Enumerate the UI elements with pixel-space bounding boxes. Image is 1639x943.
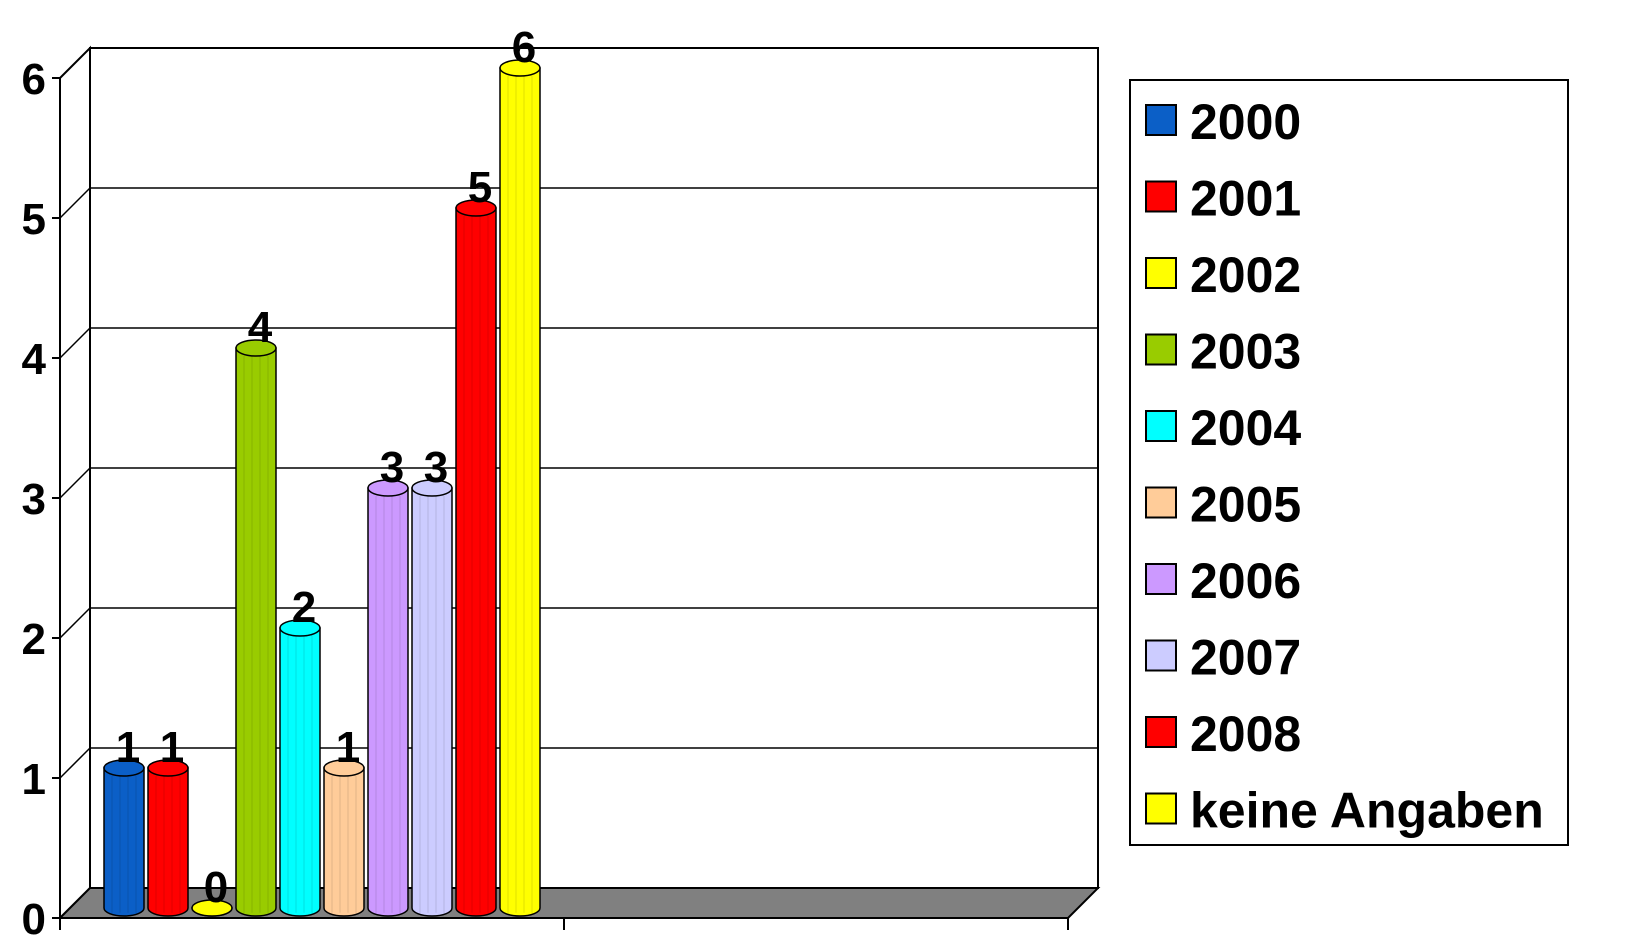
legend-label: 2002 [1190,247,1301,303]
axes [52,77,1069,930]
legend-label: 2001 [1190,171,1301,227]
bar-2004 [279,619,321,917]
bar-2006 [367,479,409,917]
legend-label: 2000 [1190,94,1301,150]
legend-box [1129,79,1569,846]
bar-2008 [455,199,497,917]
bar-top [191,899,233,917]
data-label: 3 [380,443,404,492]
y-tick-label: 3 [22,475,46,524]
legend-swatch [1145,410,1177,442]
legend-item: 2008 [1145,706,1301,762]
bar-top [367,479,409,497]
legend-swatch [1145,563,1177,595]
data-label: 1 [336,723,360,772]
bar-body [103,767,145,917]
bar-keine-angaben [499,59,541,917]
legend-swatch [1145,716,1177,748]
legend-label: keine Angaben [1190,783,1544,839]
bar-top [323,759,365,777]
data-label: 3 [424,443,448,492]
bar-top [455,199,497,217]
legend-item: 2001 [1145,171,1301,227]
gridline-side [59,327,91,359]
y-axis-tick-labels: 0 1 2 3 4 5 6 [22,55,47,943]
legend-swatch [1145,639,1177,672]
bar-body [323,767,365,917]
legend-item: 2005 [1145,477,1301,533]
bar-top [279,619,321,637]
legend-item: 2002 [1145,247,1301,303]
bar-2000 [103,759,145,917]
legend-item: 2000 [1145,94,1301,150]
chart-walls [59,45,1099,921]
bar-body [367,487,409,917]
data-label: 2 [292,583,316,632]
bar-2002 [191,899,233,917]
y-tick-label: 1 [22,755,46,804]
gridline-side [59,187,91,219]
legend-label: 2007 [1190,630,1301,686]
bar-body [235,347,277,917]
bar-top [235,339,277,357]
legend-swatch [1145,792,1177,825]
bar-top [147,759,189,777]
gridline-side [59,47,91,79]
legend-label: 2006 [1190,553,1301,609]
data-label: 1 [160,723,184,772]
data-label: 4 [248,303,273,352]
legend-swatch [1145,180,1177,213]
bar-body [411,487,453,917]
legend-item: 2006 [1145,553,1301,609]
data-label: 0 [204,863,228,912]
legend-label: 2004 [1190,400,1301,456]
bar-2005 [323,759,365,917]
data-label: 6 [512,23,536,72]
bar-2007 [411,479,453,917]
bar-top [499,59,541,77]
y-tick-label: 5 [22,195,46,244]
bar-2003 [235,339,277,917]
bars [103,59,541,917]
bar-body [147,767,189,917]
y-tick-label: 0 [22,895,46,943]
bar-body [499,67,541,917]
legend-swatch [1145,333,1177,366]
legend-label: 2008 [1190,706,1301,762]
gridline-side [59,607,91,639]
bar-top [411,479,453,497]
gridline-side [59,747,91,779]
y-tick-label: 4 [22,335,47,384]
bar-body [455,207,497,917]
y-tick-label: 2 [22,615,46,664]
legend-swatch [1145,257,1177,289]
legend-item: 2007 [1145,630,1301,686]
legend: 2000 2001 2002 2003 2004 2005 2006 2007 2008 kein… [1129,79,1569,846]
legend-item: 2004 [1145,400,1301,456]
bar-top [103,759,145,777]
data-label: 1 [116,723,140,772]
legend-label: 2003 [1190,324,1301,380]
legend-swatch [1145,486,1177,519]
legend-swatch [1145,104,1177,136]
data-label: 5 [468,163,492,212]
legend-item: keine Angaben [1145,783,1544,839]
gridline-side [59,467,91,499]
bar-2001 [147,759,189,917]
y-tick-label: 6 [22,55,46,104]
bar-body [279,627,321,917]
legend-label: 2005 [1190,477,1301,533]
legend-item: 2003 [1145,324,1301,380]
